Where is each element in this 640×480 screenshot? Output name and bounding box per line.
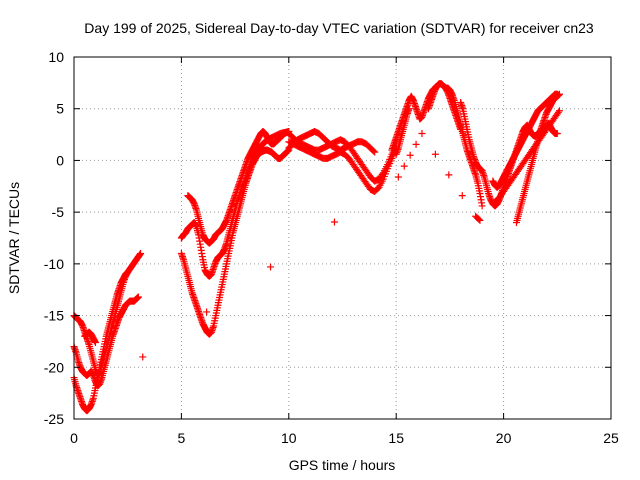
data-point [203, 308, 211, 316]
data-point [378, 170, 386, 178]
data-point [371, 148, 379, 156]
y-tick-label: 10 [48, 49, 64, 65]
x-tick-label: 25 [603, 430, 619, 446]
y-tick-label: 5 [56, 101, 64, 117]
x-tick-label: 15 [388, 430, 404, 446]
x-axis-ticks: 0 5 10 15 20 25 [70, 57, 619, 446]
data-point [478, 202, 486, 210]
series-track-l [392, 105, 413, 158]
data-point [134, 293, 142, 301]
data-point [394, 173, 402, 181]
chart-title: Day 199 of 2025, Sidereal Day-to-day VTE… [84, 20, 594, 36]
x-tick-label: 10 [281, 430, 297, 446]
data-point [555, 90, 563, 98]
data-point [267, 263, 275, 271]
series-track-q [512, 90, 563, 226]
data-point [124, 268, 132, 276]
x-tick-label: 0 [70, 430, 78, 446]
data-point [330, 218, 338, 226]
data-point [91, 338, 99, 346]
series-track-e [177, 146, 293, 338]
y-tick-label: -20 [44, 359, 64, 375]
data-point [406, 151, 414, 159]
series-track-m [424, 80, 465, 133]
data-point [431, 150, 439, 158]
data-point [555, 107, 563, 115]
data-point [553, 130, 561, 138]
series-track-i [285, 130, 400, 185]
data-point [370, 147, 378, 155]
series-track-d [81, 328, 99, 346]
data-point [412, 140, 420, 148]
data-point [457, 125, 465, 133]
x-axis-title: GPS time / hours [289, 457, 396, 473]
y-axis-ticks: -25 -20 -15 -10 -5 0 5 10 [44, 49, 611, 427]
data-points [70, 80, 563, 415]
y-tick-label: -15 [44, 308, 64, 324]
data-point [405, 105, 413, 113]
series-track-o [489, 90, 561, 191]
data-point [400, 162, 408, 170]
data-point [554, 108, 562, 116]
series-track-j [285, 127, 379, 156]
x-tick-label: 20 [496, 430, 512, 446]
data-point [137, 250, 145, 258]
grid-lines [74, 57, 611, 419]
series-isolated [139, 130, 484, 361]
data-point [418, 130, 426, 138]
series-track-g [184, 127, 293, 247]
data-point [475, 215, 483, 223]
y-axis-title: SDTVAR / TECUs [6, 182, 22, 294]
data-point [458, 192, 466, 200]
data-point [139, 353, 147, 361]
y-tick-label: -25 [44, 411, 64, 427]
series-track-f [177, 127, 293, 280]
x-tick-label: 5 [178, 430, 186, 446]
data-point [445, 171, 453, 179]
data-point [476, 216, 484, 224]
y-tick-label: -10 [44, 256, 64, 272]
plot-frame [73, 56, 612, 420]
y-tick-label: -5 [52, 204, 65, 220]
y-tick-label: 0 [56, 152, 64, 168]
